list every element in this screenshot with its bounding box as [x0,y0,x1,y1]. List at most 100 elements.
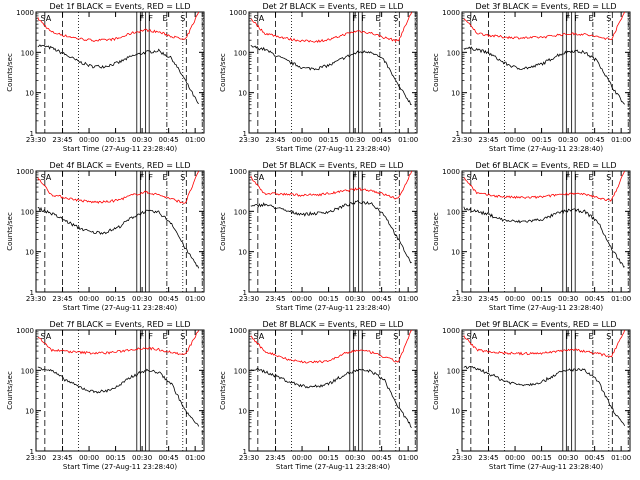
x-tick-label: 00:45 [372,136,392,144]
region-label: F [148,173,153,182]
x-tick-label: 23:45 [478,454,498,462]
y-tick-label: 1000 [16,168,34,176]
y-axis-label: Counts/sec [219,53,227,92]
panel-title: Det 8f BLACK = Events, RED = LLD [262,320,403,329]
plot-frame [35,329,205,452]
region-label: F [361,332,366,341]
x-tick-label: 00:45 [159,136,179,144]
y-tick-label: 1000 [16,327,34,335]
region-label: E [376,173,381,182]
x-axis-label: Start Time (27-Aug-11 23:28:40) [63,463,177,471]
events-series-line [463,46,625,105]
x-tick-label: 00:30 [345,454,365,462]
y-tick-label: 1000 [229,9,247,17]
lld-series-line [463,329,626,358]
lld-series-line [37,11,200,42]
region-label: SA [467,14,478,23]
panel-1: Det 1f BLACK = Events, RED = LLD 1 10 100 10… [6,2,205,153]
x-tick-label: 00:00 [505,295,525,303]
region-label: SA [254,332,265,341]
region-label: E [376,332,381,341]
x-tick-label: 00:00 [292,136,312,144]
region-label: F [566,332,571,341]
x-tick-label: 00:30 [345,136,365,144]
y-tick-label: 1000 [229,327,247,335]
x-axis-label: Start Time (27-Aug-11 23:28:40) [276,145,390,153]
region-label: S [180,332,185,341]
y-tick-label: 10 [451,90,460,98]
x-tick-label: 23:30 [452,295,472,303]
y-tick-label: 10 [25,90,34,98]
y-axis-label: Counts/sec [432,53,440,92]
events-series-line [37,206,200,269]
region-label: S [606,14,611,23]
events-series-line [37,44,199,104]
y-tick-label: 1 [243,130,247,138]
x-tick-label: 23:45 [265,454,285,462]
x-tick-label: 23:30 [26,295,46,303]
plot-frame [461,329,631,452]
x-tick-label: 00:30 [132,136,152,144]
x-tick-label: 00:15 [318,295,338,303]
y-tick-label: 100 [447,49,460,57]
x-tick-label: 23:30 [239,454,259,462]
x-tick-label: 00:30 [132,454,152,462]
region-label: F [140,173,145,182]
x-tick-label: 00:00 [79,295,99,303]
region-label: F [140,14,145,23]
lld-series-line [37,330,200,356]
x-tick-label: 23:45 [478,295,498,303]
events-series-line [37,366,200,427]
region-label: S [606,173,611,182]
y-axis-label: Counts/sec [219,212,227,251]
region-label: F [574,332,579,341]
y-tick-label: 1 [456,130,460,138]
panel-5: Det 5f BLACK = Events, RED = LLD 1 10 100 10… [219,161,418,312]
region-label: F [566,14,571,23]
x-tick-label: 01:00 [398,136,418,144]
x-tick-label: 00:15 [531,295,551,303]
panel-2: Det 2f BLACK = Events, RED = LLD 1 10 100 10… [219,2,418,153]
x-axis-label: Start Time (27-Aug-11 23:28:40) [276,463,390,471]
y-tick-label: 1 [243,289,247,297]
x-tick-label: 23:45 [265,136,285,144]
plot-frame [461,11,631,134]
y-tick-label: 10 [238,408,247,416]
x-tick-label: 01:00 [185,295,205,303]
y-tick-label: 100 [21,208,34,216]
x-tick-label: 23:30 [452,454,472,462]
x-tick-label: 00:00 [292,454,312,462]
x-tick-label: 01:00 [185,454,205,462]
y-tick-label: 100 [447,367,460,375]
x-axis-label: Start Time (27-Aug-11 23:28:40) [63,145,177,153]
x-tick-label: 00:15 [105,136,125,144]
region-label: F [574,173,579,182]
region-label: F [148,332,153,341]
events-series-line [463,206,625,268]
region-label: S [393,173,398,182]
events-series-line [250,368,412,428]
y-tick-label: 100 [234,367,247,375]
x-tick-label: 00:15 [318,136,338,144]
y-tick-label: 1000 [442,168,460,176]
y-axis-label: Counts/sec [6,212,14,251]
panel-4: Det 4f BLACK = Events, RED = LLD 1 10 100 10… [6,161,205,312]
y-axis-label: Counts/sec [432,371,440,410]
region-label: E [376,14,381,23]
panel-title: Det 3f BLACK = Events, RED = LLD [475,2,616,11]
x-tick-label: 00:45 [159,454,179,462]
region-label: E [163,332,168,341]
x-tick-label: 00:30 [132,295,152,303]
x-tick-label: 00:30 [558,454,578,462]
region-label: SA [41,332,52,341]
y-tick-label: 1 [243,448,247,456]
x-tick-label: 01:00 [398,454,418,462]
x-tick-label: 00:15 [105,454,125,462]
region-label: SA [254,173,265,182]
y-axis-label: Counts/sec [219,371,227,410]
y-tick-label: 10 [451,249,460,257]
y-tick-label: 1 [30,130,34,138]
lld-series-line [463,170,626,202]
x-tick-label: 00:45 [585,136,605,144]
y-tick-label: 10 [238,90,247,98]
